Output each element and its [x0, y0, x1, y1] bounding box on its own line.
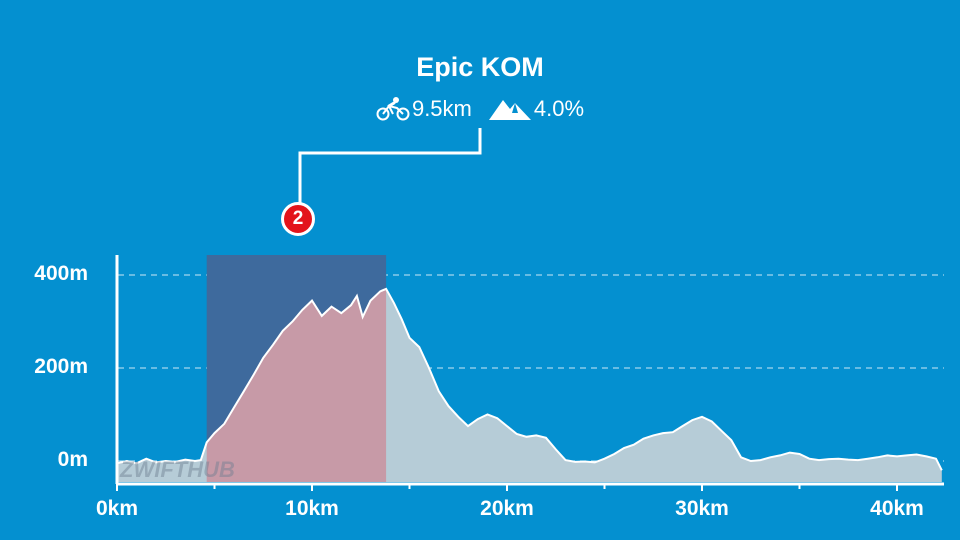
x-tick-label: 10km [285, 497, 339, 520]
segment-stats: 9.5km 4.0% [0, 96, 960, 122]
segment-title: Epic KOM [416, 52, 544, 82]
segment-profile-area [206, 288, 387, 482]
y-tick-label: 400m [34, 262, 88, 285]
x-axis-ticks [116, 484, 898, 491]
segment-marker-badge: 2 [281, 202, 315, 236]
zwifthub-watermark: ZWIFTHUB [119, 457, 235, 482]
x-tick-label: 30km [675, 497, 729, 520]
elevation-profile-line [116, 287, 943, 471]
x-tick-label: 20km [480, 497, 534, 520]
x-tick-label: 0km [95, 497, 139, 520]
distance-stat: 9.5km [376, 96, 472, 122]
mountain-icon [488, 97, 534, 121]
distance-value: 9.5km [411, 96, 472, 121]
y-tick-label: 0m [57, 448, 88, 471]
segment-callout-leader-line [298, 128, 482, 203]
gradient-value: 4.0% [533, 96, 585, 121]
bicycle-icon [376, 96, 412, 122]
y-tick-label: 200m [34, 355, 88, 378]
gradient-stat: 4.0% [488, 96, 584, 122]
x-tick-label: 40km [870, 497, 924, 520]
